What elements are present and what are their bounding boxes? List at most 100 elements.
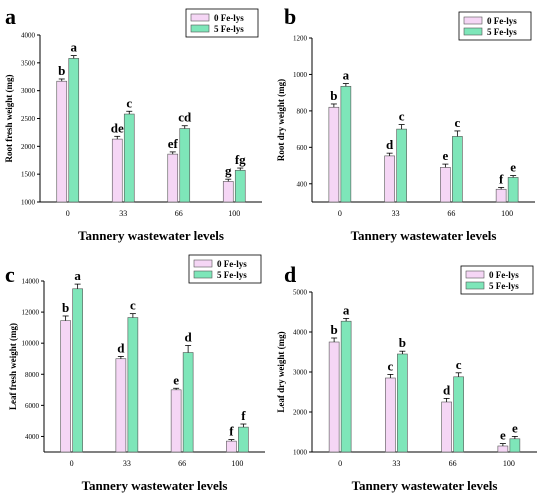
legend-swatch <box>190 24 210 33</box>
panel-label: b <box>284 4 296 29</box>
bar-5-fe-lys <box>234 169 246 203</box>
bar-0-fe-lys <box>385 377 396 453</box>
bar-5-fe-lys <box>72 288 83 453</box>
significance-letter: f <box>241 408 246 423</box>
significance-letter: c <box>130 298 136 313</box>
legend-box <box>188 254 262 284</box>
y-tick-label: 1000 <box>293 71 308 79</box>
significance-letter: e <box>173 372 179 387</box>
legend-label: 5 Fe-lys <box>214 24 244 34</box>
y-axis-label: Root dry weight (mg) <box>276 79 286 161</box>
bar-5-fe-lys <box>507 177 519 203</box>
significance-letter: e <box>442 148 448 163</box>
bar-5-fe-lys <box>509 438 521 453</box>
y-tick-label: 4000 <box>25 433 40 441</box>
legend-swatch <box>463 16 483 25</box>
x-tick-label: 0 <box>338 209 342 218</box>
x-tick-label: 0 <box>70 459 74 468</box>
y-tick-label: 2500 <box>21 115 36 123</box>
x-tick-label: 66 <box>447 209 455 218</box>
x-tick-label: 100 <box>503 459 515 468</box>
y-tick-label: 3000 <box>293 369 308 377</box>
bar-5-fe-lys <box>453 376 464 453</box>
significance-letter: f <box>229 424 234 439</box>
significance-letter: a <box>343 302 350 317</box>
x-axis-label: Tannery wastewater levels <box>78 228 224 243</box>
significance-letter: c <box>454 115 460 130</box>
legend-swatch <box>190 13 210 22</box>
y-tick-label: 600 <box>297 144 308 152</box>
significance-letter: d <box>185 330 193 345</box>
bar-0-fe-lys <box>441 401 452 453</box>
bar-0-fe-lys <box>222 181 234 203</box>
x-tick-label: 33 <box>392 459 400 468</box>
significance-letter: b <box>399 335 406 350</box>
legend-label: 0 Fe-lys <box>217 259 247 269</box>
bar-0-fe-lys <box>328 341 340 453</box>
panel-label: c <box>5 262 15 287</box>
x-tick-label: 100 <box>228 209 240 218</box>
x-axis-label: Tannery wastewater levels <box>351 228 497 243</box>
y-tick-label: 2000 <box>293 409 308 417</box>
significance-letter: g <box>225 163 232 178</box>
bar-5-fe-lys <box>397 353 408 453</box>
bar-0-fe-lys <box>60 320 71 453</box>
bar-5-fe-lys <box>238 426 249 453</box>
x-tick-label: 33 <box>123 459 131 468</box>
y-tick-label: 4000 <box>293 329 308 337</box>
y-tick-label: 8000 <box>25 371 40 379</box>
significance-letter: b <box>62 300 69 315</box>
legend-label: 5 Fe-lys <box>217 270 247 280</box>
bar-5-fe-lys <box>68 58 80 203</box>
bar-0-fe-lys <box>440 167 451 203</box>
bar-0-fe-lys <box>115 358 127 453</box>
y-tick-label: 400 <box>297 180 308 188</box>
legend-swatch <box>193 259 213 268</box>
y-tick-label: 12000 <box>22 309 40 317</box>
bar-5-fe-lys <box>340 85 352 203</box>
bar-5-fe-lys <box>396 128 407 203</box>
legend-label: 0 Fe-lys <box>214 13 244 23</box>
bar-5-fe-lys <box>340 320 352 453</box>
y-axis-label: Root fresh weight (mg) <box>4 74 14 162</box>
y-tick-label: 800 <box>297 107 308 115</box>
y-tick-label: 5000 <box>293 289 308 297</box>
significance-letter: cd <box>178 110 192 125</box>
x-tick-label: 100 <box>231 459 243 468</box>
significance-letter: ef <box>168 136 179 151</box>
bar-0-fe-lys <box>497 445 509 453</box>
y-tick-label: 3000 <box>21 87 36 95</box>
legend-box <box>185 8 259 38</box>
significance-letter: de <box>111 120 124 135</box>
bar-5-fe-lys <box>179 128 191 203</box>
legend-box <box>460 265 534 295</box>
bar-0-fe-lys <box>495 188 507 203</box>
y-tick-label: 4000 <box>21 32 36 40</box>
legend-box <box>458 11 532 41</box>
significance-letter: c <box>399 109 405 124</box>
legend-swatch <box>465 281 485 290</box>
legend-swatch <box>193 270 213 279</box>
significance-letter: c <box>387 358 393 373</box>
significance-letter: e <box>500 428 506 443</box>
bar-5-fe-lys <box>452 136 463 203</box>
significance-letter: b <box>58 63 65 78</box>
x-tick-label: 66 <box>449 459 457 468</box>
x-tick-label: 66 <box>178 459 186 468</box>
y-tick-label: 1000 <box>21 199 36 207</box>
bar-0-fe-lys <box>111 138 123 203</box>
x-axis-label: Tannery wastewater levels <box>82 478 228 493</box>
x-tick-label: 33 <box>392 209 400 218</box>
significance-letter: a <box>71 40 78 55</box>
panel-label: d <box>284 262 296 287</box>
legend-label: 0 Fe-lys <box>487 16 517 26</box>
bar-0-fe-lys <box>328 106 340 203</box>
significance-letter: e <box>512 420 518 435</box>
chart-panel-b: b 400 600 800 1000 1200 Root dry weight (mg) 0 b… <box>276 4 535 243</box>
y-tick-label: 1000 <box>293 449 308 457</box>
y-axis-label: Leaf dry weight (mg) <box>276 331 286 412</box>
significance-letter: a <box>74 268 81 283</box>
x-tick-label: 66 <box>175 209 183 218</box>
